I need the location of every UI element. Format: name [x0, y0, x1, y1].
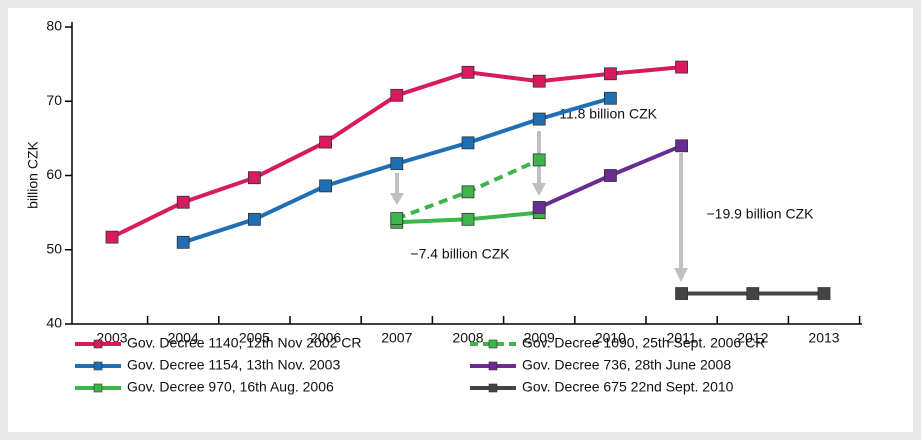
legend-marker	[488, 339, 498, 349]
y-axis-label: billion CZK	[25, 141, 41, 209]
annotation: −11.8 billion CZK	[551, 106, 658, 122]
point	[461, 185, 475, 199]
arrows	[390, 131, 688, 282]
legend-marker	[93, 339, 103, 349]
point	[390, 88, 404, 102]
point	[532, 112, 546, 126]
point	[532, 201, 546, 214]
point	[675, 287, 688, 300]
x-tick-label: 2005	[239, 330, 270, 346]
point	[746, 287, 760, 300]
point	[247, 212, 261, 226]
x-tick-label: 2003	[96, 330, 127, 346]
x-tick-label: 2006	[310, 330, 341, 346]
x-tick-label: 2012	[737, 330, 768, 346]
legend-marker	[488, 361, 498, 371]
point	[319, 135, 333, 149]
point	[461, 65, 475, 79]
point	[675, 139, 688, 153]
legend-label: Gov. Decree 1154, 13th Nov. 2003	[127, 357, 340, 373]
y-tick-label: 80	[46, 18, 62, 34]
legend-label: Gov. Decree 675 22nd Sept. 2010	[522, 379, 734, 395]
legend-label: Gov. Decree 1140, 12th Nov 2002 CR	[127, 335, 362, 351]
x-tick-label: 2007	[381, 330, 412, 346]
x-tick-label: 2004	[168, 330, 199, 346]
y-tick-label: 60	[46, 166, 62, 182]
x-tick-label: 2013	[808, 330, 839, 346]
legend-label: Gov. Decree 970, 16th Aug. 2006	[127, 379, 334, 395]
y-tick-label: 70	[46, 92, 62, 108]
legend-marker	[488, 383, 498, 393]
point	[390, 157, 404, 171]
y-tick-label: 50	[46, 240, 62, 256]
x-tick-label: 2008	[452, 330, 483, 346]
point	[319, 179, 333, 193]
point	[532, 74, 546, 88]
point	[390, 212, 404, 225]
annotation: −7.4 billion CZK	[410, 246, 510, 262]
point	[604, 67, 617, 81]
arrow-head	[674, 268, 688, 282]
arrow-head	[390, 193, 404, 205]
x-tick-label: 2010	[595, 330, 626, 346]
x-tick-label: 2009	[524, 330, 555, 346]
legend-label: Gov. Decree 1090, 25th Sept. 2006 CR	[522, 335, 765, 351]
point	[247, 171, 261, 185]
point	[604, 169, 617, 182]
point	[675, 60, 688, 74]
point	[461, 212, 475, 226]
point	[105, 230, 119, 244]
legend-label: Gov. Decree 736, 28th June 2008	[522, 357, 731, 373]
arrow-head	[532, 183, 546, 196]
y-tick-label: 40	[46, 315, 62, 331]
legend-marker	[93, 361, 103, 371]
point	[461, 136, 475, 150]
annotation: −19.9 billion CZK	[706, 206, 814, 222]
point	[532, 153, 546, 167]
point	[176, 235, 190, 249]
point	[604, 91, 617, 105]
x-tick-label: 2011	[667, 330, 697, 346]
point	[176, 195, 190, 209]
legend-marker	[93, 383, 103, 393]
point	[817, 287, 831, 300]
